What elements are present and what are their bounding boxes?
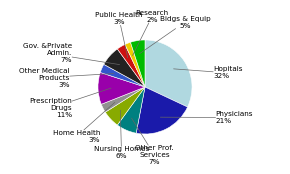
Wedge shape — [117, 87, 145, 133]
Text: Prescription
Drugs
11%: Prescription Drugs 11% — [29, 88, 111, 118]
Text: Nursing Homes
6%: Nursing Homes 6% — [94, 110, 149, 159]
Text: Physicians
21%: Physicians 21% — [160, 111, 253, 124]
Wedge shape — [104, 49, 145, 87]
Wedge shape — [136, 87, 188, 134]
Text: Other Prof.
Services
7%: Other Prof. Services 7% — [132, 118, 174, 165]
Wedge shape — [145, 40, 192, 107]
Text: Bidgs & Equip
5%: Bidgs & Equip 5% — [140, 16, 210, 54]
Wedge shape — [101, 87, 145, 112]
Text: Research
2%: Research 2% — [133, 10, 168, 56]
Wedge shape — [98, 72, 145, 104]
Wedge shape — [130, 40, 145, 87]
Wedge shape — [125, 42, 145, 87]
Text: Public Health
3%: Public Health 3% — [95, 12, 143, 58]
Wedge shape — [100, 64, 145, 87]
Text: Home Health
3%: Home Health 3% — [53, 102, 115, 143]
Text: Hopitals
32%: Hopitals 32% — [174, 66, 243, 79]
Text: Other Medical
Products
3%: Other Medical Products 3% — [19, 68, 114, 88]
Text: Gov. &Private
Admin.
7%: Gov. &Private Admin. 7% — [23, 43, 119, 65]
Wedge shape — [105, 87, 145, 125]
Wedge shape — [117, 44, 145, 87]
